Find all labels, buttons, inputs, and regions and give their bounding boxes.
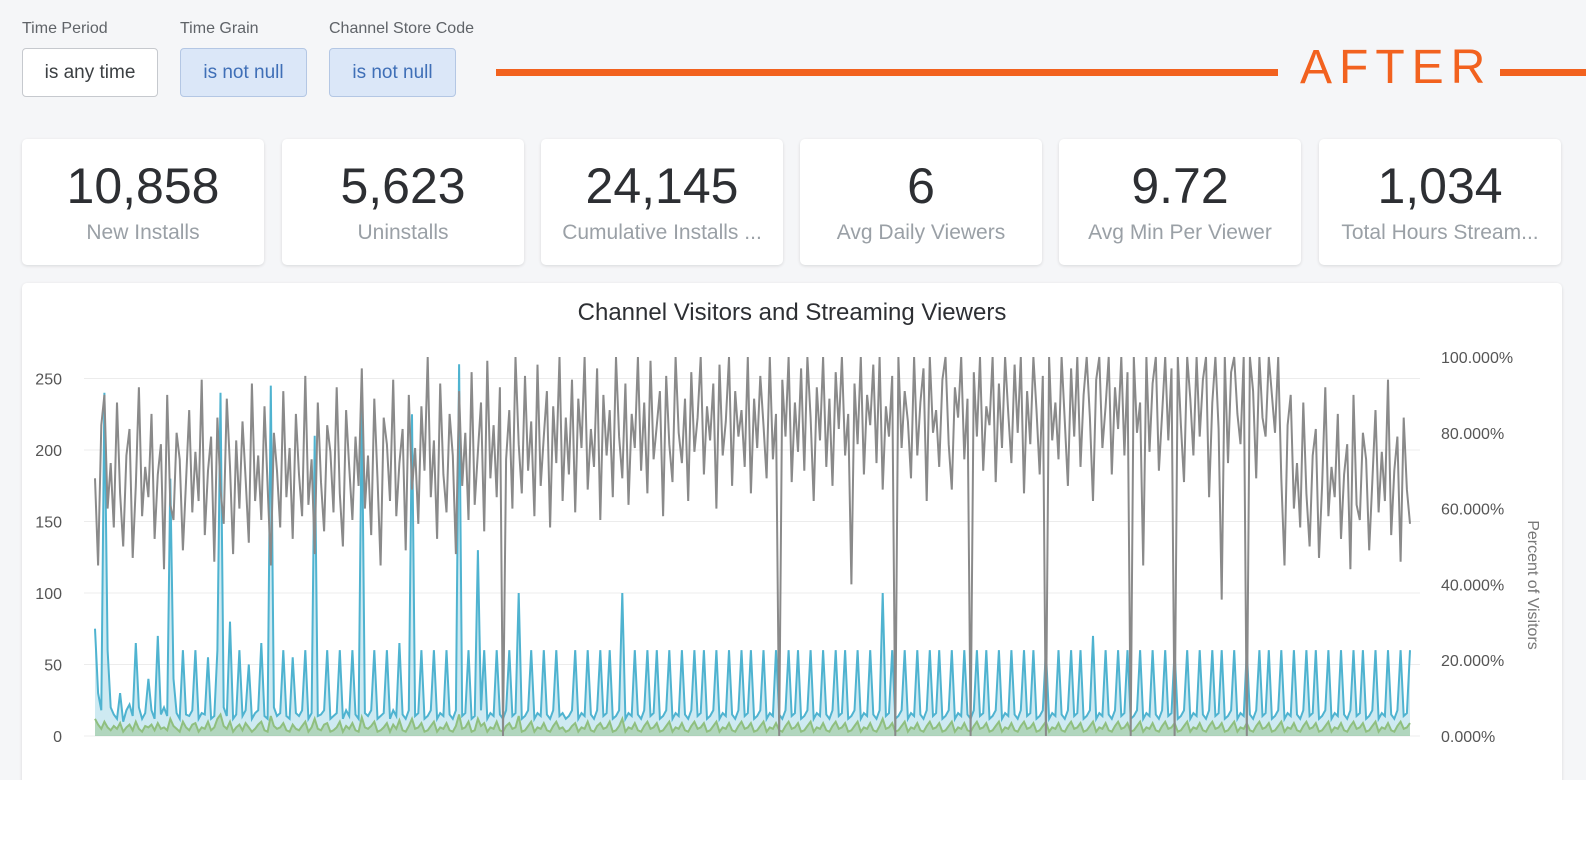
y-right-tick-label: 20.000% xyxy=(1441,653,1504,670)
y-left-tick-label: 150 xyxy=(35,514,62,531)
kpi-value: 24,145 xyxy=(585,158,739,214)
chart-title: Channel Visitors and Streaming Viewers xyxy=(577,299,1007,326)
kpi-value: 6 xyxy=(907,158,935,214)
kpi-value: 9.72 xyxy=(1131,158,1229,214)
y-right-tick-label: 40.000% xyxy=(1441,577,1504,594)
kpi-value: 1,034 xyxy=(1377,158,1503,214)
after-banner-line-left xyxy=(496,69,1278,76)
y-left-tick-label: 100 xyxy=(35,586,62,603)
filter-time-grain-button[interactable]: is not null xyxy=(180,48,307,97)
y-left-tick-label: 0 xyxy=(53,729,62,746)
y-left-tick-label: 200 xyxy=(35,443,62,460)
filter-time-period: Time Period is any time xyxy=(22,18,158,97)
y-right-tick-label: 60.000% xyxy=(1441,502,1504,519)
y-left-tick-label: 250 xyxy=(35,371,62,388)
y-right-tick-label: 100.000% xyxy=(1441,350,1513,367)
filter-channel-store-code-button[interactable]: is not null xyxy=(329,48,456,97)
kpi-uninstalls[interactable]: 5,623 Uninstalls xyxy=(282,139,524,265)
chart-panel: Channel Visitors and Streaming Viewers 2… xyxy=(22,283,1562,780)
dashboard: Time Period is any time Time Grain is no… xyxy=(22,18,1586,780)
kpi-value: 10,858 xyxy=(66,158,220,214)
filter-time-grain: Time Grain is not null xyxy=(180,18,307,97)
visitors-viewers-chart[interactable]: 250200150100500100.000%80.000%60.000%40.… xyxy=(0,0,1586,780)
after-banner-line-right xyxy=(1500,69,1586,76)
kpi-cumulative-installs[interactable]: 24,145 Cumulative Installs ... xyxy=(541,139,783,265)
kpi-avg-daily-viewers[interactable]: 6 Avg Daily Viewers xyxy=(800,139,1042,265)
filter-label: Time Period xyxy=(22,20,108,37)
filter-label: Channel Store Code xyxy=(329,20,474,37)
visitors-line xyxy=(94,364,1411,723)
filter-time-period-button[interactable]: is any time xyxy=(22,48,158,97)
y-left-tick-label: 50 xyxy=(44,657,62,674)
kpi-new-installs[interactable]: 10,858 New Installs xyxy=(22,139,264,265)
y-right-axis-title: Percent of Visitors xyxy=(1524,520,1541,650)
kpi-total-hours-streamed[interactable]: 1,034 Total Hours Stream... xyxy=(1319,139,1561,265)
viewers-line xyxy=(94,712,1411,735)
percent-line xyxy=(94,356,1411,737)
y-right-tick-label: 0.000% xyxy=(1441,729,1495,746)
filter-label: Time Grain xyxy=(180,20,259,37)
filter-channel-store-code: Channel Store Code is not null xyxy=(329,18,474,97)
kpi-value: 5,623 xyxy=(340,158,466,214)
y-right-tick-label: 80.000% xyxy=(1441,426,1504,443)
after-banner-label: AFTER xyxy=(1300,41,1493,94)
kpi-avg-min-per-viewer[interactable]: 9.72 Avg Min Per Viewer xyxy=(1059,139,1301,265)
